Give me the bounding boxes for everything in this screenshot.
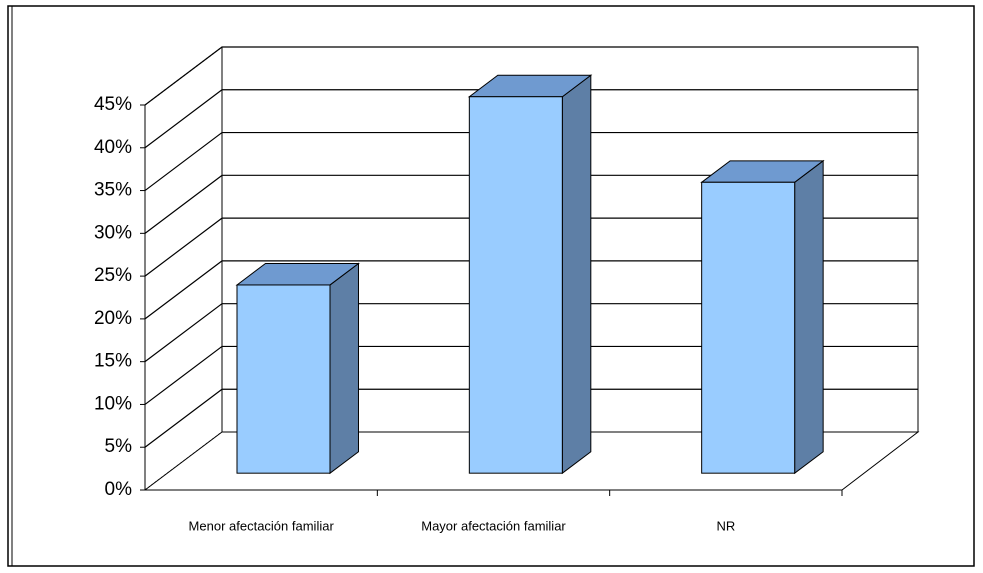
bar: [468, 96, 563, 474]
x-tick-label: Mayor afectación familiar: [421, 518, 566, 533]
grid-line: [144, 345, 918, 405]
y-tick-label: 35%: [94, 180, 132, 201]
y-tick-label: 0%: [105, 479, 133, 500]
grid-line: [144, 131, 918, 192]
x-tick-label: Menor afectación familiar: [189, 518, 335, 533]
bar: [701, 181, 796, 474]
grid-line: [144, 174, 918, 234]
y-tick-label: 5%: [105, 436, 133, 457]
y-tick-label: 25%: [94, 265, 132, 286]
x-tick-label: NR: [716, 518, 735, 533]
grid-line: [144, 260, 918, 320]
grid-line: [144, 303, 918, 363]
bar-side: [561, 74, 592, 475]
grid-line: [144, 89, 918, 149]
grid-line: [144, 217, 918, 277]
y-tick-label: 10%: [94, 393, 132, 414]
y-tick-label: 20%: [94, 308, 132, 329]
y-tick-label: 45%: [94, 94, 132, 115]
grid-line: [144, 46, 918, 106]
bar-side: [794, 159, 824, 475]
y-tick-label: 40%: [94, 137, 132, 158]
grid-line: [144, 388, 918, 448]
bar-side: [329, 262, 359, 475]
y-tick-label: 30%: [94, 222, 132, 243]
chart-frame: [7, 5, 975, 567]
bar: [236, 284, 331, 474]
y-tick-label: 15%: [94, 351, 132, 372]
